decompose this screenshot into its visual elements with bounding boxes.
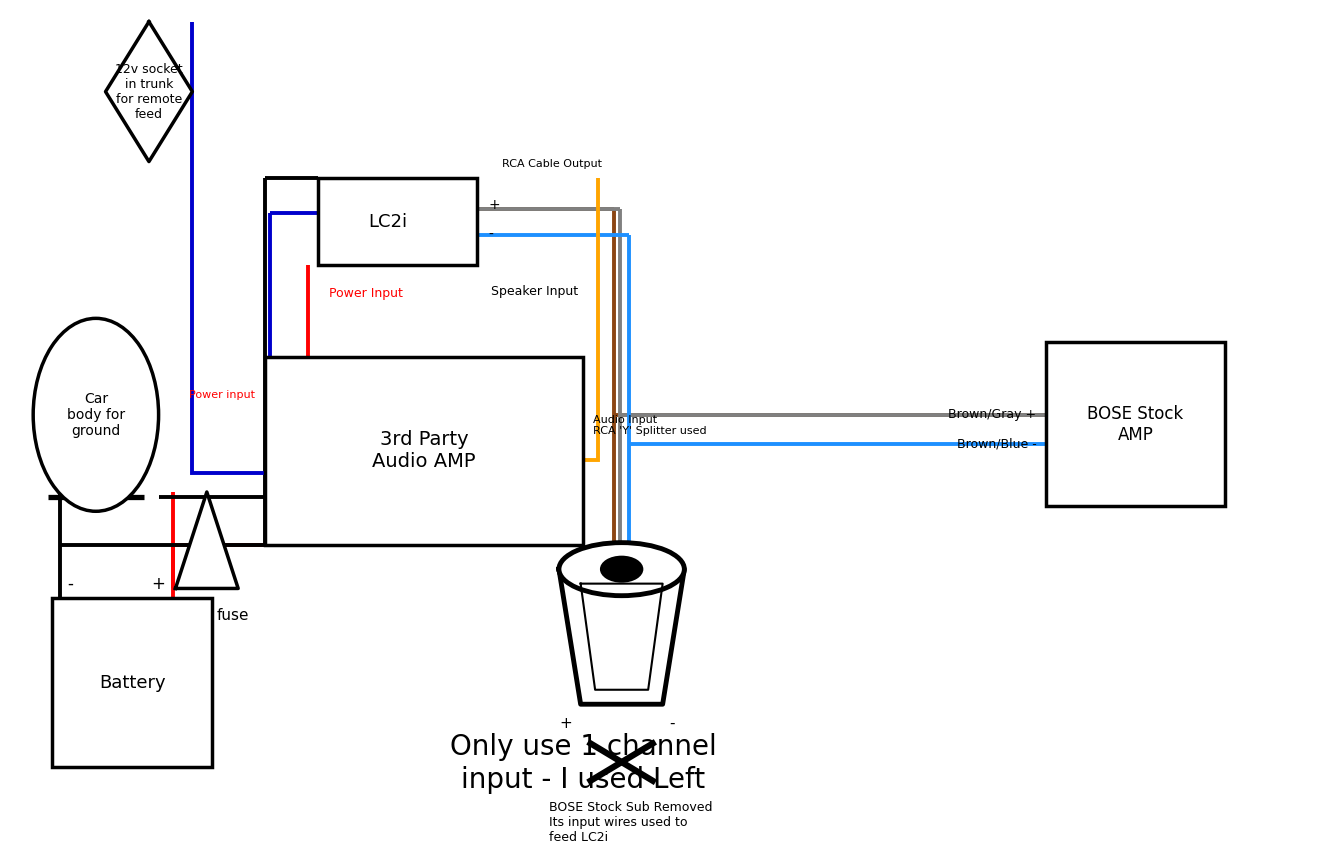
FancyBboxPatch shape [265, 357, 583, 545]
Text: BOSE Stock Sub Removed
Its input wires used to
feed LC2i: BOSE Stock Sub Removed Its input wires u… [549, 800, 713, 844]
Text: Battery: Battery [99, 673, 165, 691]
Polygon shape [176, 492, 239, 589]
Text: Car
body for
ground: Car body for ground [67, 391, 125, 438]
FancyBboxPatch shape [1046, 342, 1225, 507]
Polygon shape [581, 584, 663, 689]
Text: -: - [488, 228, 493, 242]
Text: -: - [67, 574, 73, 593]
Text: +: + [560, 716, 573, 731]
Text: 12v socket
in trunk
for remote
feed: 12v socket in trunk for remote feed [115, 63, 183, 120]
Text: +: + [488, 197, 500, 212]
Text: Audio Input
RCA 'Y' Splitter used: Audio Input RCA 'Y' Splitter used [593, 415, 706, 436]
Text: 3rd Party
Audio AMP: 3rd Party Audio AMP [372, 430, 476, 472]
Text: LC2i: LC2i [368, 213, 408, 231]
Text: Speaker Input: Speaker Input [492, 285, 579, 297]
Text: RCA Cable Output: RCA Cable Output [503, 159, 603, 169]
Text: +: + [152, 574, 165, 593]
Polygon shape [105, 22, 192, 162]
Ellipse shape [600, 556, 644, 583]
Ellipse shape [33, 318, 159, 512]
Text: BOSE Stock
AMP: BOSE Stock AMP [1088, 405, 1184, 444]
Text: Power input: Power input [189, 390, 255, 400]
Text: Brown/Blue -: Brown/Blue - [957, 437, 1037, 451]
Text: -: - [669, 716, 674, 731]
Ellipse shape [559, 543, 684, 595]
FancyBboxPatch shape [52, 598, 212, 767]
Text: Brown/Gray +: Brown/Gray + [948, 408, 1037, 421]
Text: fuse: fuse [216, 608, 249, 623]
Text: Only use 1 channel
input - I used Left: Only use 1 channel input - I used Left [449, 734, 716, 794]
Polygon shape [559, 569, 684, 704]
FancyBboxPatch shape [317, 179, 477, 265]
Text: Power Input: Power Input [328, 286, 403, 300]
